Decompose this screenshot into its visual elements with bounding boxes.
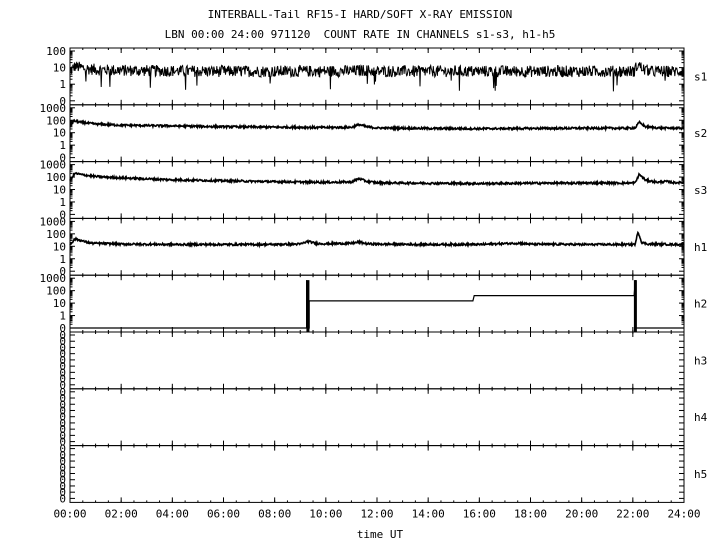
y-tick-label: 0 xyxy=(59,455,66,468)
y-tick-label: 0 xyxy=(59,208,66,221)
y-tick-label: 10 xyxy=(53,184,66,197)
panel-frame-s3 xyxy=(69,161,685,219)
y-tick-label: 0 xyxy=(59,386,66,399)
y-tick-label: 0 xyxy=(59,436,66,449)
chart-title: INTERBALL-Tail RF15-I HARD/SOFT X-RAY EM… xyxy=(207,8,513,21)
y-tick-label: 1 xyxy=(59,196,66,209)
y-tick-label: 0 xyxy=(59,423,66,436)
panel-label-h5: h5 xyxy=(694,468,707,481)
y-tick-label: 100 xyxy=(46,114,66,127)
y-tick-label: 100 xyxy=(46,171,66,184)
panel-frame-s1 xyxy=(69,47,685,106)
panel-frame-h5 xyxy=(69,445,685,503)
chart-subtitle: LBN 00:00 24:00 971120 COUNT RATE IN CHA… xyxy=(164,28,556,41)
y-tick-label: 0 xyxy=(59,360,66,373)
series-line-s1 xyxy=(69,61,685,92)
panel-label-h3: h3 xyxy=(694,354,707,367)
y-tick-label: 0 xyxy=(59,348,66,361)
y-tick-label: 1 xyxy=(59,139,66,152)
series-line-s3 xyxy=(69,171,685,187)
y-tick-label: 0 xyxy=(59,461,66,474)
x-tick-label: 22:00 xyxy=(616,507,649,520)
y-tick-label: 0 xyxy=(59,152,66,165)
y-tick-label: 1 xyxy=(59,310,66,323)
y-tick-label: 0 xyxy=(59,354,66,367)
y-tick-label: 0 xyxy=(59,95,66,108)
y-tick-label: 1000 xyxy=(40,215,67,228)
y-tick-label: 0 xyxy=(59,486,66,499)
x-axis-label: time UT xyxy=(356,528,404,541)
y-tick-label: 10 xyxy=(53,127,66,140)
x-tick-label: 14:00 xyxy=(412,507,445,520)
y-tick-label: 0 xyxy=(59,335,66,348)
x-tick-label: 10:00 xyxy=(309,507,342,520)
y-tick-label: 100 xyxy=(46,228,66,241)
y-tick-label: 100 xyxy=(46,285,66,298)
y-tick-label: 0 xyxy=(59,468,66,481)
panel-frame-h3 xyxy=(69,331,685,390)
y-tick-label: 0 xyxy=(59,322,66,335)
x-tick-label: 00:00 xyxy=(53,507,86,520)
y-tick-label: 1000 xyxy=(40,272,67,285)
x-tick-label: 06:00 xyxy=(207,507,240,520)
y-tick-label: 10 xyxy=(53,240,66,253)
y-tick-label: 0 xyxy=(59,366,66,379)
x-tick-label: 08:00 xyxy=(258,507,291,520)
x-tick-label: 16:00 xyxy=(463,507,496,520)
series-line-h1 xyxy=(69,230,685,249)
y-tick-label: 1000 xyxy=(40,159,67,172)
y-tick-label: 0 xyxy=(59,411,66,424)
y-tick-label: 0 xyxy=(59,265,66,278)
y-tick-label: 0 xyxy=(59,417,66,430)
panel-label-h1: h1 xyxy=(694,241,707,254)
y-tick-label: 0 xyxy=(59,492,66,505)
panel-label-s2: s2 xyxy=(694,127,707,140)
y-tick-label: 10 xyxy=(53,62,66,75)
y-tick-label: 0 xyxy=(59,480,66,493)
series-line-s2 xyxy=(69,118,685,133)
y-tick-label: 0 xyxy=(59,379,66,392)
x-tick-label: 04:00 xyxy=(156,507,189,520)
panel-frame-h1 xyxy=(69,217,685,276)
y-tick-label: 0 xyxy=(59,443,66,456)
panel-frame-s2 xyxy=(69,104,685,163)
x-tick-label: 20:00 xyxy=(565,507,598,520)
y-tick-label: 10 xyxy=(53,297,66,310)
y-tick-label: 0 xyxy=(59,449,66,462)
series-line-h2 xyxy=(70,280,684,329)
y-tick-label: 0 xyxy=(59,404,66,417)
panel-frame-h2 xyxy=(69,274,685,333)
panel-label-s3: s3 xyxy=(694,184,707,197)
x-tick-label: 24:00 xyxy=(667,507,700,520)
y-tick-label: 1 xyxy=(59,78,66,91)
y-tick-label: 0 xyxy=(59,341,66,354)
y-tick-label: 0 xyxy=(59,429,66,442)
y-tick-label: 1 xyxy=(59,253,66,266)
y-tick-label: 0 xyxy=(59,392,66,405)
panel-label-s1: s1 xyxy=(694,70,707,83)
x-tick-label: 18:00 xyxy=(514,507,547,520)
panel-frame-h4 xyxy=(69,388,685,447)
panel-label-h2: h2 xyxy=(694,298,707,311)
y-tick-label: 1000 xyxy=(40,102,67,115)
panel-label-h4: h4 xyxy=(694,411,708,424)
y-tick-label: 100 xyxy=(46,45,66,58)
x-tick-label: 02:00 xyxy=(105,507,138,520)
y-tick-label: 0 xyxy=(59,474,66,487)
x-tick-label: 12:00 xyxy=(360,507,393,520)
y-tick-label: 0 xyxy=(59,329,66,342)
y-tick-label: 0 xyxy=(59,373,66,386)
y-tick-label: 0 xyxy=(59,398,66,411)
